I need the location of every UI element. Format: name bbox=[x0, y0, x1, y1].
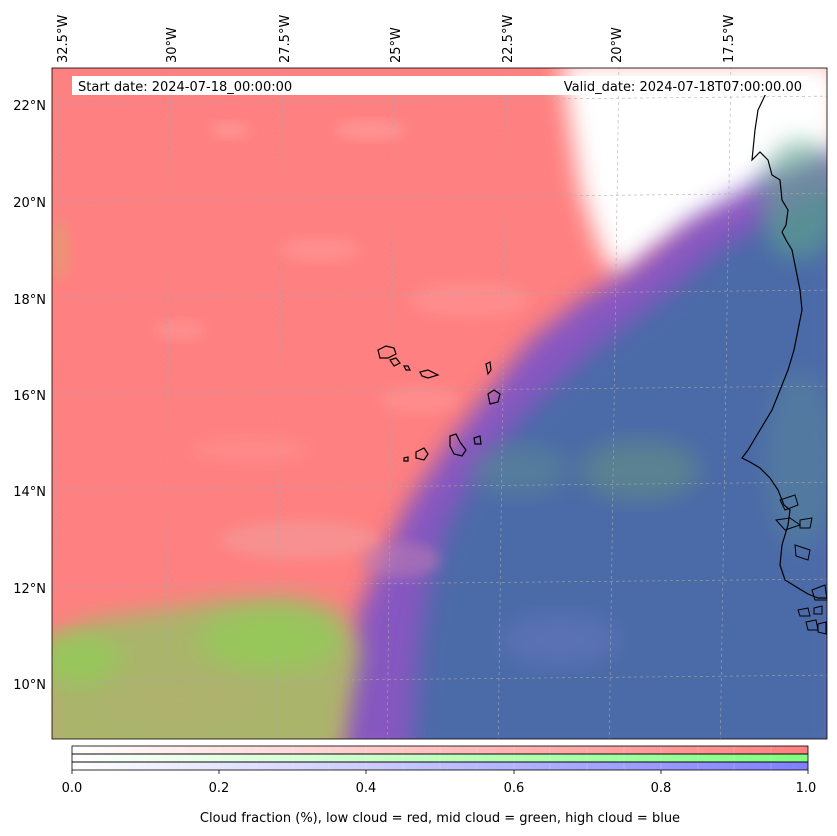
lat-label-12n: 12°N bbox=[13, 582, 46, 597]
parallel-gridline bbox=[52, 578, 827, 588]
meridian-gridline bbox=[719, 68, 732, 739]
low-cloud-texture bbox=[335, 120, 405, 140]
low-cloud-texture bbox=[360, 542, 440, 578]
colorbar-tick-label: 1.0 bbox=[796, 781, 817, 796]
cape-verde-islands bbox=[377, 345, 501, 462]
colorbar-title: Cloud fraction (%), low cloud = red, mid… bbox=[200, 811, 680, 826]
colorbar-tick-label: 0.6 bbox=[504, 781, 525, 796]
lat-label-16n: 16°N bbox=[13, 389, 46, 404]
parallel-gridline bbox=[52, 481, 827, 491]
parallel-gridline bbox=[52, 95, 827, 105]
meridian-gridline bbox=[608, 68, 620, 739]
low-cloud-texture bbox=[52, 220, 70, 280]
island-sao-vicente bbox=[389, 357, 401, 367]
longitude-labels: 32.5°W 30°W 27.5°W 25°W 22.5°W 20°W 17.5… bbox=[56, 15, 737, 63]
colorbar-tick-label: 0.4 bbox=[356, 781, 377, 796]
meridian-gridline bbox=[164, 68, 172, 739]
colorbar-low-cloud bbox=[72, 746, 808, 754]
meridian-gridline bbox=[54, 68, 60, 739]
low-cloud-texture bbox=[280, 238, 360, 262]
island-boa-vista bbox=[487, 389, 501, 405]
mid-cloud-patch bbox=[200, 610, 340, 670]
meridian-gridline bbox=[497, 68, 508, 739]
colorbar-mid-cloud bbox=[72, 754, 808, 762]
island-santiago bbox=[449, 433, 467, 457]
island-santa-luzia bbox=[403, 365, 411, 371]
africa-coastline bbox=[799, 517, 813, 529]
mid-cloud-patch bbox=[470, 445, 570, 495]
mid-cloud-patch bbox=[100, 675, 260, 725]
lat-label-14n: 14°N bbox=[13, 485, 46, 500]
lat-label-20n: 20°N bbox=[13, 196, 46, 211]
valid-date-label: Valid_date: 2024-07-18T07:00:00.00 bbox=[564, 80, 802, 95]
africa-coastline bbox=[794, 544, 811, 561]
parallel-gridline bbox=[52, 289, 827, 299]
colorbar-outlines bbox=[71, 745, 809, 771]
island-fogo bbox=[415, 447, 429, 461]
colorbar-ticks bbox=[71, 770, 809, 774]
lon-label-32-5w: 32.5°W bbox=[56, 15, 71, 63]
mid-cloud-patch bbox=[760, 140, 827, 260]
colorbar-tick-label: 0.0 bbox=[62, 781, 83, 796]
low-cloud-texture bbox=[190, 435, 310, 465]
lon-label-25w: 25°W bbox=[389, 27, 404, 63]
africa-coastline bbox=[811, 584, 827, 601]
lat-label-22n: 22°N bbox=[13, 99, 46, 114]
date-info-bar bbox=[72, 76, 808, 95]
map-panel bbox=[52, 68, 827, 739]
low-cloud-texture bbox=[410, 282, 530, 318]
colorbar-tick-label: 0.2 bbox=[209, 781, 230, 796]
bijagos-islands bbox=[813, 605, 823, 615]
island-sao-nicolau bbox=[419, 369, 440, 379]
start-date-label: Start date: 2024-07-18_00:00:00 bbox=[78, 80, 292, 95]
island-maio bbox=[473, 435, 482, 445]
bijagos-islands bbox=[797, 607, 811, 617]
island-brava bbox=[403, 456, 409, 462]
lon-label-20w: 20°W bbox=[610, 27, 625, 63]
mid-cloud-patch bbox=[52, 635, 120, 685]
meridian-gridline bbox=[386, 68, 396, 739]
colorbar-tick-label: 0.8 bbox=[651, 781, 672, 796]
island-sal bbox=[485, 361, 492, 376]
africa-coastline bbox=[779, 494, 799, 511]
parallel-gridline bbox=[52, 674, 827, 684]
lon-label-30w: 30°W bbox=[165, 27, 180, 63]
low-cloud-texture bbox=[380, 386, 460, 414]
low-cloud-texture bbox=[155, 320, 205, 340]
lat-label-10n: 10°N bbox=[13, 678, 46, 693]
parallel-gridline bbox=[52, 192, 827, 202]
meridian-gridline bbox=[275, 68, 284, 739]
lat-label-18n: 18°N bbox=[13, 293, 46, 308]
lon-label-22-5w: 22.5°W bbox=[501, 15, 516, 63]
clear-sky-region bbox=[561, 68, 827, 280]
island-santo-antao bbox=[377, 345, 397, 359]
latitude-labels: 22°N 20°N 18°N 16°N 14°N 12°N 10°N bbox=[13, 99, 46, 693]
mid-cloud-patch bbox=[765, 370, 827, 550]
lon-label-17-5w: 17.5°W bbox=[722, 15, 737, 63]
colorbar: 0.0 0.2 0.4 0.6 0.8 1.0 Cloud fraction (… bbox=[62, 745, 817, 826]
africa-coastline bbox=[741, 84, 827, 599]
lon-label-27-5w: 27.5°W bbox=[278, 15, 293, 63]
low-cloud-texture bbox=[220, 520, 380, 560]
bijagos-islands bbox=[817, 621, 827, 635]
parallel-gridline bbox=[52, 385, 827, 395]
colorbar-high-cloud bbox=[72, 762, 808, 770]
map-gridlines bbox=[52, 68, 827, 739]
map-frame bbox=[51, 67, 828, 740]
low-cloud-texture bbox=[210, 122, 250, 138]
mid-cloud-patch bbox=[500, 615, 620, 665]
colorbar-level-lines bbox=[108, 746, 772, 770]
mid-cloud-patch bbox=[580, 440, 700, 500]
